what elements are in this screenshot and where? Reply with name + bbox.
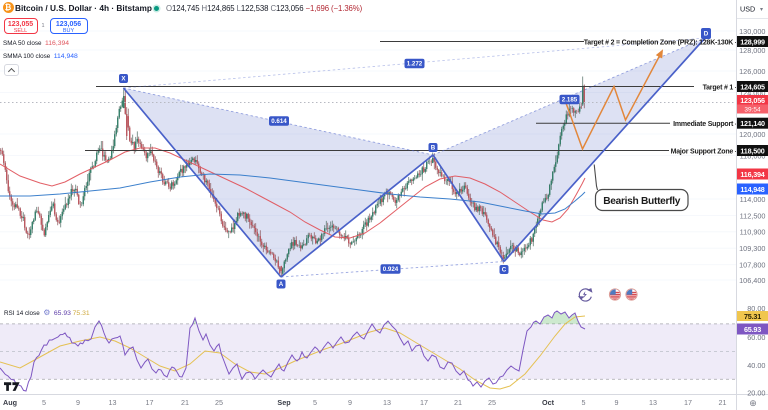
svg-text:▾: ▾ bbox=[760, 7, 763, 13]
svg-text:118,500: 118,500 bbox=[740, 146, 764, 155]
svg-text:123,056: 123,056 bbox=[740, 96, 765, 105]
svg-text:65.93: 65.93 bbox=[744, 325, 761, 334]
svg-text:1.272: 1.272 bbox=[407, 61, 423, 68]
svg-text:2.185: 2.185 bbox=[562, 97, 578, 104]
svg-text:126,000: 126,000 bbox=[739, 67, 765, 76]
svg-text:121,140: 121,140 bbox=[740, 119, 765, 128]
svg-text:107,800: 107,800 bbox=[739, 260, 765, 269]
svg-text:Immediate Support -: Immediate Support - bbox=[673, 121, 738, 128]
svg-text:112,500: 112,500 bbox=[740, 211, 766, 220]
svg-text:124,605: 124,605 bbox=[740, 82, 765, 91]
svg-text:114,948: 114,948 bbox=[740, 185, 764, 194]
svg-text:Bearish Butterfly: Bearish Butterfly bbox=[603, 196, 681, 207]
svg-text:13: 13 bbox=[383, 398, 391, 407]
svg-text:5: 5 bbox=[582, 398, 586, 407]
svg-text:17: 17 bbox=[684, 398, 692, 407]
svg-text:106,400: 106,400 bbox=[739, 276, 765, 285]
svg-text:21: 21 bbox=[454, 398, 462, 407]
svg-text:Major Support Zone -: Major Support Zone - bbox=[671, 148, 738, 155]
svg-text:X: X bbox=[121, 76, 126, 83]
svg-text:13: 13 bbox=[649, 398, 657, 407]
svg-text:C: C bbox=[502, 267, 507, 274]
svg-text:109,300: 109,300 bbox=[739, 244, 765, 253]
svg-text:80.00: 80.00 bbox=[747, 304, 765, 313]
svg-text:5: 5 bbox=[313, 398, 317, 407]
svg-text:0.614: 0.614 bbox=[271, 118, 287, 125]
svg-text:Target # 2 = Completion Zone (: Target # 2 = Completion Zone (PRZ): 128K… bbox=[584, 39, 738, 46]
svg-text:25: 25 bbox=[215, 398, 223, 407]
svg-text:120,000: 120,000 bbox=[739, 130, 765, 139]
svg-text:17: 17 bbox=[420, 398, 428, 407]
svg-text:Sep: Sep bbox=[277, 398, 291, 407]
svg-text:USD: USD bbox=[740, 5, 755, 14]
svg-text:130,000: 130,000 bbox=[739, 27, 765, 36]
svg-text:110,900: 110,900 bbox=[740, 228, 766, 237]
svg-text:128,000: 128,000 bbox=[739, 46, 765, 55]
svg-text:5: 5 bbox=[42, 398, 46, 407]
svg-text:0.924: 0.924 bbox=[383, 266, 399, 273]
svg-text:21: 21 bbox=[719, 398, 727, 407]
svg-text:⊕: ⊕ bbox=[749, 398, 757, 408]
svg-text:20.00: 20.00 bbox=[747, 388, 765, 397]
svg-text:124,000: 124,000 bbox=[739, 88, 765, 97]
svg-text:116,394: 116,394 bbox=[740, 170, 764, 179]
svg-text:9: 9 bbox=[348, 398, 352, 407]
svg-text:114,000: 114,000 bbox=[740, 195, 766, 204]
svg-text:Aug: Aug bbox=[3, 398, 17, 407]
svg-text:9: 9 bbox=[76, 398, 80, 407]
svg-text:39:54: 39:54 bbox=[744, 106, 761, 113]
svg-text:A: A bbox=[279, 281, 284, 288]
svg-text:D: D bbox=[704, 31, 709, 38]
svg-text:25: 25 bbox=[488, 398, 496, 407]
svg-text:17: 17 bbox=[146, 398, 154, 407]
svg-text:75.31: 75.31 bbox=[744, 312, 761, 321]
svg-text:Oct: Oct bbox=[542, 398, 555, 407]
svg-text:60.00: 60.00 bbox=[747, 333, 765, 342]
svg-text:21: 21 bbox=[181, 398, 189, 407]
svg-text:9: 9 bbox=[615, 398, 619, 407]
svg-text:13: 13 bbox=[109, 398, 117, 407]
svg-text:B: B bbox=[431, 145, 436, 152]
svg-text:40.00: 40.00 bbox=[747, 361, 765, 370]
svg-text:128,999: 128,999 bbox=[740, 37, 765, 46]
svg-text:Target # 1 -: Target # 1 - bbox=[703, 84, 738, 91]
